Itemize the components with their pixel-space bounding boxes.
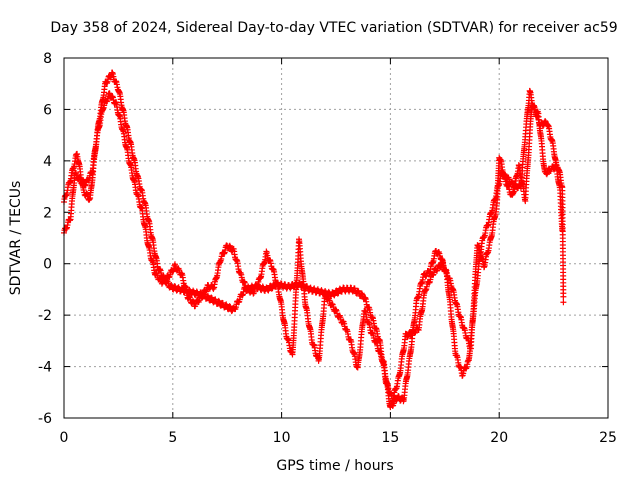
x-tick-label: 25 <box>599 430 617 446</box>
x-tick-label: 10 <box>273 430 291 446</box>
data-point <box>245 284 252 291</box>
x-tick-label: 0 <box>60 430 69 446</box>
x-tick-label: 5 <box>168 430 177 446</box>
x-tick-label: 20 <box>490 430 508 446</box>
data-point <box>222 302 229 309</box>
plot-frame <box>63 57 609 419</box>
data-point <box>425 269 432 276</box>
y-tick-label: -2 <box>38 308 52 324</box>
x-tick-labels: 0 5 10 15 20 25 <box>60 430 617 446</box>
y-tick-label: 6 <box>43 102 52 118</box>
data-marks <box>61 69 567 411</box>
data-point <box>208 294 215 301</box>
data-point <box>560 299 567 306</box>
data-point <box>215 297 222 304</box>
x-tick-label: 15 <box>381 430 399 446</box>
data-point <box>330 291 337 298</box>
data-point <box>264 286 271 293</box>
x-axis-label: GPS time / hours <box>276 458 393 474</box>
data-point <box>193 288 200 295</box>
y-tick-label: 8 <box>43 51 52 67</box>
y-tick-label: 0 <box>43 257 52 273</box>
data-point <box>354 287 361 294</box>
data-point <box>336 285 343 292</box>
y-axis-label: SDTVAR / TECUs <box>8 181 24 296</box>
axis-ticks <box>63 57 609 419</box>
data-point <box>226 303 233 310</box>
data-point <box>560 293 567 300</box>
chart-title: Day 358 of 2024, Sidereal Day-to-day VTE… <box>50 20 617 36</box>
data-point <box>226 243 233 250</box>
data-point <box>334 290 341 297</box>
y-tick-label: -6 <box>38 411 52 427</box>
y-tick-label: 4 <box>43 154 52 170</box>
y-tick-label: 2 <box>43 205 52 221</box>
data-point <box>268 285 275 292</box>
data-point <box>542 118 549 125</box>
data-point <box>358 290 365 297</box>
y-tick-labels: -6 -4 -2 0 2 4 6 8 <box>38 51 52 427</box>
y-tick-label: -4 <box>38 360 52 376</box>
data-point <box>158 280 165 287</box>
data-point <box>404 333 411 340</box>
